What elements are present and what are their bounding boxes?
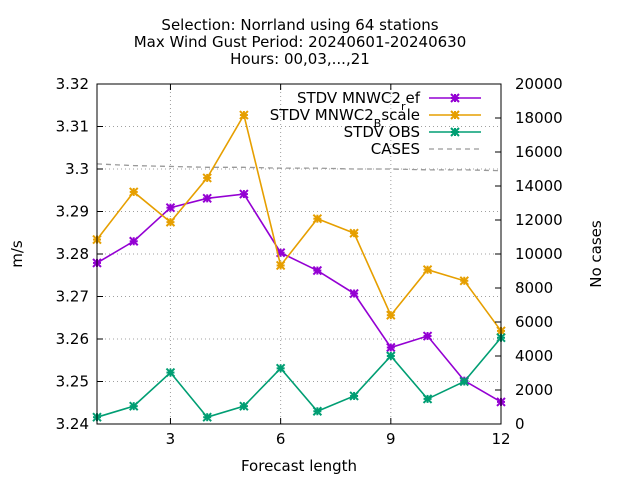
chart-title-line: Hours: 00,03,...,21 [230, 50, 370, 68]
y2-axis-label: No cases [587, 220, 605, 288]
data-point [312, 265, 323, 276]
data-point [386, 342, 396, 353]
data-point [165, 202, 176, 213]
chart-title: Selection: Norrland using 64 stationsMax… [134, 16, 467, 68]
y-tick-label: 3.26 [56, 330, 89, 348]
y-tick-label: 3.32 [56, 75, 89, 93]
data-point [202, 173, 212, 183]
data-point [422, 394, 433, 404]
data-point [386, 351, 396, 361]
data-point [349, 228, 359, 238]
legend-entry: STDV MNWC2ref [297, 89, 481, 113]
legend-entry: STDV MNWC2Bscale [270, 106, 481, 130]
grid [97, 84, 501, 424]
y2-tick-label: 2000 [515, 381, 553, 399]
y-axis-label: m/s [8, 240, 26, 268]
data-point [349, 288, 359, 299]
legend-marker [450, 93, 460, 103]
y2-tick-label: 6000 [515, 313, 553, 331]
data-point [129, 236, 139, 246]
legend-entry: CASES [371, 140, 481, 158]
data-point [459, 276, 469, 286]
y-tick-label: 3.28 [56, 245, 89, 263]
legend-label: STDV MNWC2Bscale [270, 106, 420, 130]
y2-tick-label: 10000 [515, 245, 563, 263]
series-line [96, 337, 502, 419]
data-point [349, 391, 359, 401]
legend-label: CASES [371, 140, 420, 158]
y2-tick-label: 4000 [515, 347, 553, 365]
data-point [386, 310, 396, 320]
data-point [312, 214, 323, 224]
y-tick-label: 3.31 [56, 118, 89, 136]
y2-tick-label: 8000 [515, 279, 553, 297]
legend-marker [450, 110, 460, 120]
y2-tick-label: 12000 [515, 211, 563, 229]
chart-title-line: Selection: Norrland using 64 stations [161, 16, 438, 34]
legend-entry: STDV OBS [344, 123, 481, 141]
y-tick-label: 3.25 [56, 373, 89, 391]
chart-title-line: Max Wind Gust Period: 20240601-20240630 [134, 33, 467, 51]
series-line [96, 163, 502, 172]
x-tick-label: 12 [491, 430, 510, 448]
x-axis-label: Forecast length [241, 457, 357, 475]
data-point [275, 363, 286, 374]
data-point [312, 406, 323, 416]
y2-tick-label: 18000 [515, 109, 563, 127]
data-point [202, 412, 212, 422]
series [92, 110, 506, 422]
series-line [96, 112, 502, 332]
data-point [239, 401, 249, 411]
data-point [422, 331, 433, 341]
y-tick-label: 3.27 [56, 288, 89, 306]
data-point [165, 367, 176, 378]
data-point [129, 401, 139, 411]
data-point [202, 193, 212, 204]
data-point [239, 110, 249, 120]
data-point [422, 265, 433, 275]
y-tick-label: 3.24 [56, 415, 89, 433]
data-point [165, 217, 176, 227]
y2-tick-label: 14000 [515, 177, 563, 195]
y2-tick-label: 16000 [515, 143, 563, 161]
legend-marker [450, 127, 460, 137]
axis-ticks: 3 6 9 12 3.24 3.25 3.26 3.27 3.28 3.29 3.3 3.31 3.32… [56, 75, 563, 448]
legend-label: STDV OBS [344, 123, 420, 141]
y2-tick-label: 20000 [515, 75, 563, 93]
series-line [96, 193, 502, 403]
x-tick-label: 9 [386, 430, 396, 448]
legend-label: STDV MNWC2ref [297, 89, 421, 113]
y-tick-label: 3.3 [65, 160, 89, 178]
axis-labels: Forecast length m/s No cases [8, 220, 605, 475]
data-point [239, 189, 249, 199]
data-point [459, 376, 469, 387]
data-point [275, 260, 286, 271]
y2-tick-label: 0 [515, 415, 525, 433]
x-tick-label: 3 [166, 430, 176, 448]
y-tick-label: 3.29 [56, 203, 89, 221]
data-point [129, 187, 139, 197]
x-tick-label: 6 [276, 430, 286, 448]
